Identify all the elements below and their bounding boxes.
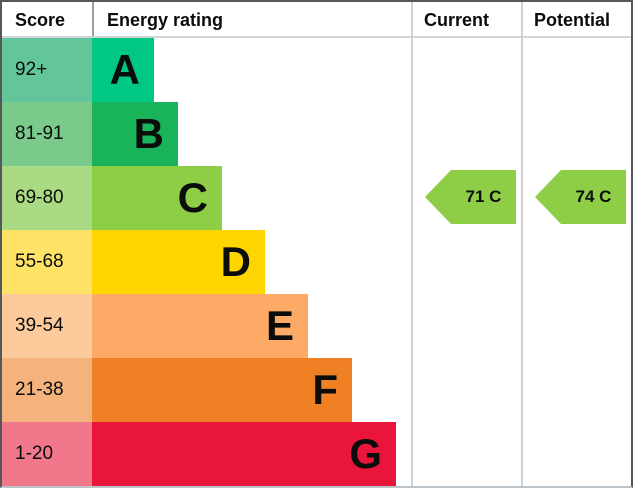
band-row-g: 1-20 G <box>2 422 631 486</box>
potential-column-divider <box>521 2 523 486</box>
band-bar-g: G <box>92 422 396 486</box>
band-letter-d: D <box>220 238 251 285</box>
header-score: Score <box>15 9 66 30</box>
header-current: Current <box>424 9 490 30</box>
score-cell-c: 69-80 <box>2 166 92 230</box>
current-rating-arrow: 71 C <box>425 170 516 224</box>
band-letter-g: G <box>349 430 382 477</box>
band-rows: 92+ A 81-91 B 69-80 C 55-68 D 39-54 <box>2 38 631 486</box>
score-cell-e: 39-54 <box>2 294 92 358</box>
left-arrow-shape-icon <box>535 170 626 224</box>
band-row-e: 39-54 E <box>2 294 631 358</box>
header-divider-line <box>2 36 631 38</box>
band-bar-e: E <box>92 294 308 358</box>
band-bar-a: A <box>92 38 154 102</box>
chart-header-row: Score Energy rating Current Potential <box>2 2 631 38</box>
left-arrow-shape-icon <box>425 170 516 224</box>
potential-rating-value: 74 C <box>575 187 612 206</box>
score-cell-g: 1-20 <box>2 422 92 486</box>
score-cell-b: 81-91 <box>2 102 92 166</box>
score-cell-a: 92+ <box>2 38 92 102</box>
band-letter-e: E <box>265 302 294 349</box>
band-bar-c: C <box>92 166 222 230</box>
header-potential: Potential <box>534 9 611 30</box>
current-column-divider <box>411 2 413 486</box>
band-bar-b: B <box>92 102 178 166</box>
band-bar-d: D <box>92 230 265 294</box>
band-row-b: 81-91 B <box>2 102 631 166</box>
band-row-f: 21-38 F <box>2 358 631 422</box>
score-cell-f: 21-38 <box>2 358 92 422</box>
band-letter-c: C <box>177 174 208 221</box>
band-row-a: 92+ A <box>2 38 631 102</box>
band-letter-f: F <box>312 366 338 413</box>
band-bar-f: F <box>92 358 352 422</box>
header-energy-rating: Energy rating <box>92 2 412 38</box>
potential-rating-arrow: 74 C <box>535 170 626 224</box>
current-rating-value: 71 C <box>465 187 502 206</box>
band-letter-b: B <box>133 110 164 157</box>
band-letter-a: A <box>109 46 140 93</box>
band-row-c: 69-80 C <box>2 166 631 230</box>
score-cell-d: 55-68 <box>2 230 92 294</box>
band-row-d: 55-68 D <box>2 230 631 294</box>
